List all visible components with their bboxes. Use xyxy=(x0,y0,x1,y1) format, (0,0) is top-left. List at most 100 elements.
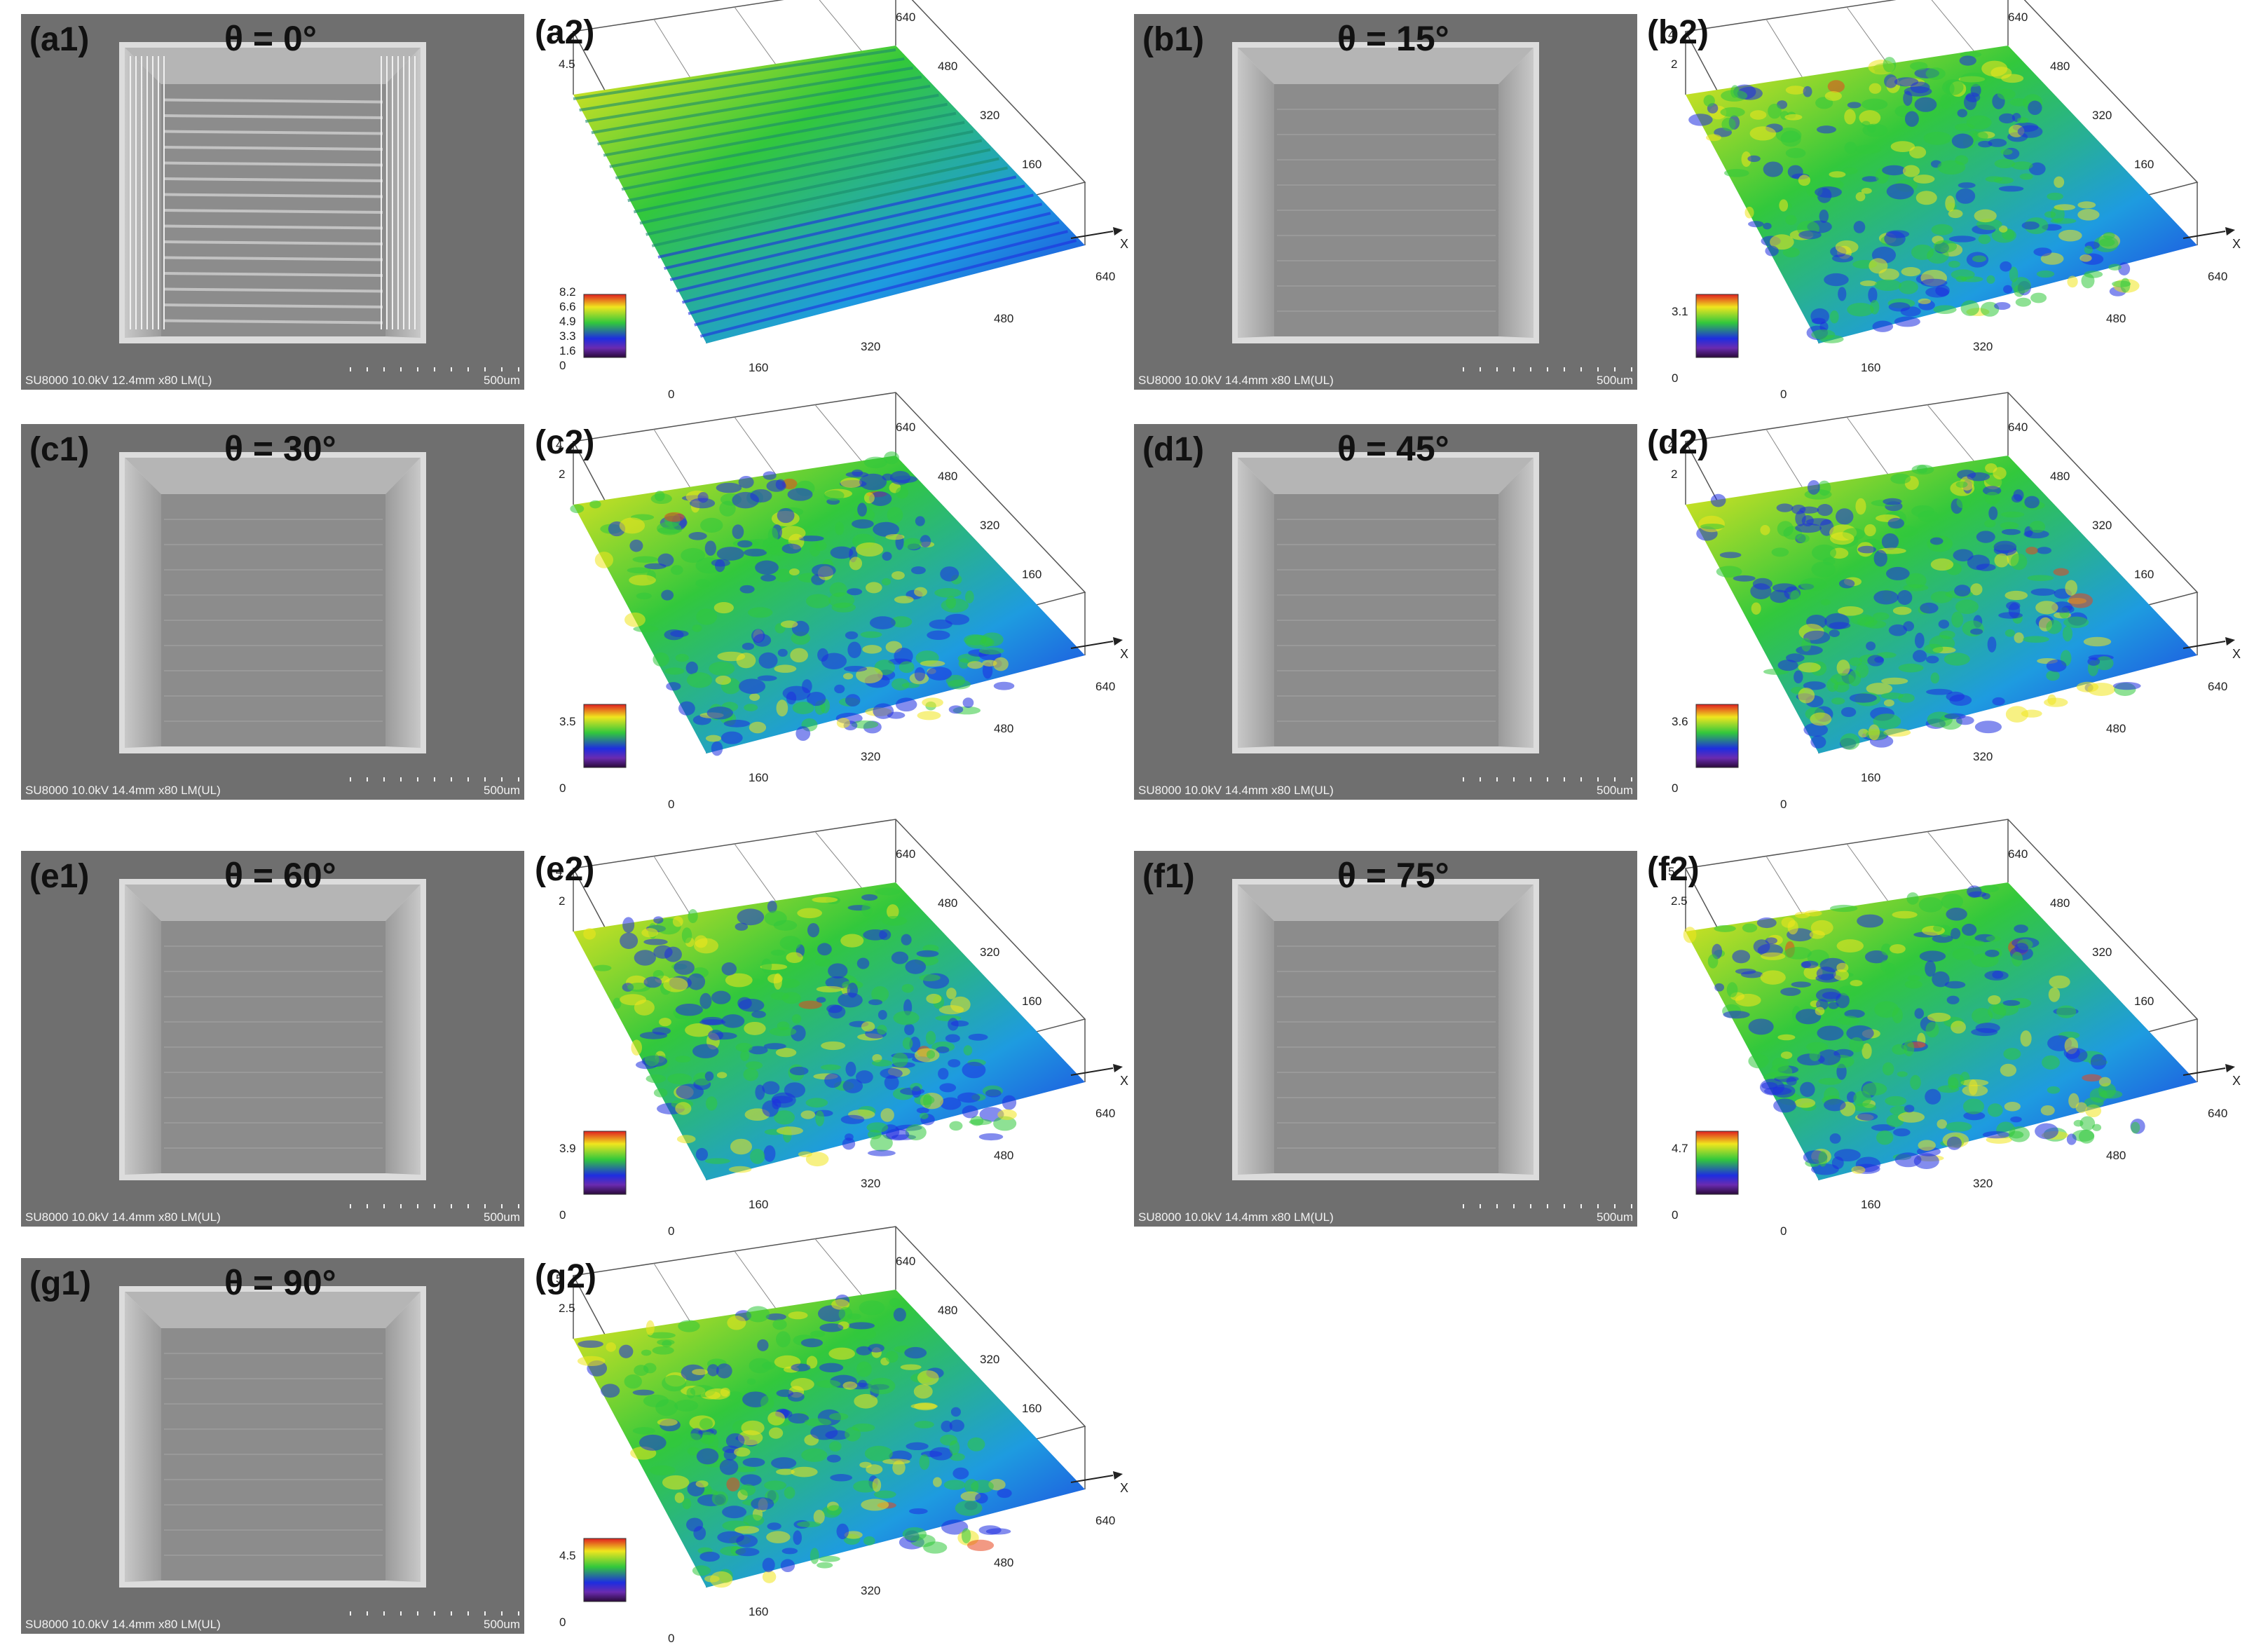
surface-texture xyxy=(1892,1044,1908,1055)
surface-map-panel: 3.6 0 4 2 640 480 320 160 640 480 320 160 0 X (d2) xyxy=(1647,392,2241,811)
surface-texture xyxy=(1816,967,1836,981)
surface-texture xyxy=(776,699,788,717)
surface-texture xyxy=(880,1108,894,1122)
surface-texture xyxy=(638,1434,667,1451)
surface-texture xyxy=(1785,86,1806,95)
colorbar-tick: 0 xyxy=(559,781,566,795)
surface-texture xyxy=(739,678,766,695)
surface-texture xyxy=(788,568,800,575)
pit-wall-left xyxy=(1238,48,1274,338)
surface-texture xyxy=(1828,1002,1839,1009)
surface-texture xyxy=(1892,606,1912,615)
surface-texture xyxy=(749,1358,772,1374)
surface-ridge xyxy=(621,121,965,191)
surface-texture xyxy=(2040,1105,2055,1116)
surface-texture xyxy=(923,1541,948,1554)
surface-texture xyxy=(687,973,706,990)
surface-texture xyxy=(659,1018,671,1027)
surface-texture xyxy=(1925,1088,1941,1105)
surface-texture xyxy=(1925,960,1936,977)
surface-texture xyxy=(963,1045,973,1056)
surface-texture xyxy=(657,1418,678,1426)
surface-texture xyxy=(675,653,689,662)
surface-texture xyxy=(852,519,874,529)
surface-texture xyxy=(950,996,971,1013)
surface-texture xyxy=(1910,1074,1921,1090)
surface-texture xyxy=(1952,948,1974,961)
y-axis-tick: 480 xyxy=(938,60,957,73)
surface-texture xyxy=(1779,199,1789,212)
surface-texture xyxy=(2047,192,2063,200)
surface-texture xyxy=(885,1351,899,1363)
surface-texture xyxy=(1798,662,1821,673)
surface-texture xyxy=(1883,57,1897,73)
floor-striation xyxy=(163,303,383,308)
colorbar xyxy=(583,704,627,768)
surface-texture xyxy=(2027,575,2054,582)
surface-texture xyxy=(1771,547,1789,557)
surface-texture xyxy=(868,1377,896,1395)
x-axis-tick: 480 xyxy=(994,312,1013,325)
surface-texture xyxy=(2024,496,2040,509)
origin-tick: 0 xyxy=(668,1224,674,1238)
surface-texture xyxy=(2030,588,2056,596)
surface-texture xyxy=(744,1021,766,1035)
sem-image-panel: SU8000 10.0kV 12.4mm x80 LM(L) 500um (a1) θ… xyxy=(21,14,524,390)
surface-texture xyxy=(713,601,734,614)
colorbar-tick: 0 xyxy=(559,359,566,372)
surface-texture xyxy=(910,566,926,575)
surface-texture xyxy=(772,1318,787,1330)
surface-texture xyxy=(1925,67,1946,80)
arrow-right-icon xyxy=(2225,637,2235,646)
surface-texture xyxy=(845,694,861,707)
surface-texture xyxy=(817,1562,833,1569)
colorbar-tick: 4.9 xyxy=(559,315,576,328)
scale-bar-label: 500um xyxy=(1597,1210,1633,1224)
surface-texture xyxy=(1957,109,1967,118)
surface-texture xyxy=(1953,549,1974,561)
surface-texture xyxy=(1926,688,1953,695)
surface-texture xyxy=(1857,1112,1878,1121)
surface-texture xyxy=(2063,616,2089,629)
y-axis-tick: 480 xyxy=(2050,470,2070,483)
surface-texture xyxy=(836,1523,849,1540)
surface-texture xyxy=(641,928,658,938)
surface-texture xyxy=(828,1005,846,1019)
surface-texture xyxy=(721,1014,745,1028)
surface-texture xyxy=(997,1488,1012,1499)
surface-texture xyxy=(1761,952,1786,960)
surface-texture xyxy=(1716,566,1742,578)
surface-texture xyxy=(1760,524,1770,535)
surface-texture xyxy=(2073,1119,2084,1127)
surface-texture xyxy=(904,1023,915,1036)
surface-texture xyxy=(1794,911,1810,919)
x-axis-tick: 640 xyxy=(1095,1107,1115,1120)
surface-texture xyxy=(716,547,744,561)
surface-texture xyxy=(1988,138,2007,147)
surface-texture xyxy=(2016,117,2029,123)
scale-bar-label: 500um xyxy=(484,1210,520,1224)
y-axis-tick: 160 xyxy=(2134,995,2154,1008)
surface-texture xyxy=(2090,1053,2107,1070)
surface-texture xyxy=(925,1030,936,1045)
surface-texture xyxy=(1984,491,2000,505)
surface-texture xyxy=(593,964,612,971)
surface-texture xyxy=(810,1330,826,1338)
surface-texture xyxy=(664,667,685,675)
surface-texture xyxy=(1876,1130,1894,1145)
surface-texture xyxy=(1898,280,1918,294)
surface-ridge xyxy=(627,130,974,203)
surface-texture xyxy=(676,1084,704,1100)
floor-striation xyxy=(163,209,383,214)
surface-texture xyxy=(1780,988,1801,996)
panel-label: (g2) xyxy=(535,1258,596,1295)
surface-texture xyxy=(993,1116,1017,1131)
floor-striation xyxy=(163,287,383,293)
surface-texture xyxy=(1913,175,1935,184)
surface-texture xyxy=(749,1046,768,1055)
x-axis-tick: 160 xyxy=(1861,1198,1880,1211)
surface-texture xyxy=(619,1344,634,1358)
surface-texture xyxy=(1819,209,1829,224)
surface-texture xyxy=(643,1363,657,1374)
surface-texture xyxy=(922,697,943,708)
